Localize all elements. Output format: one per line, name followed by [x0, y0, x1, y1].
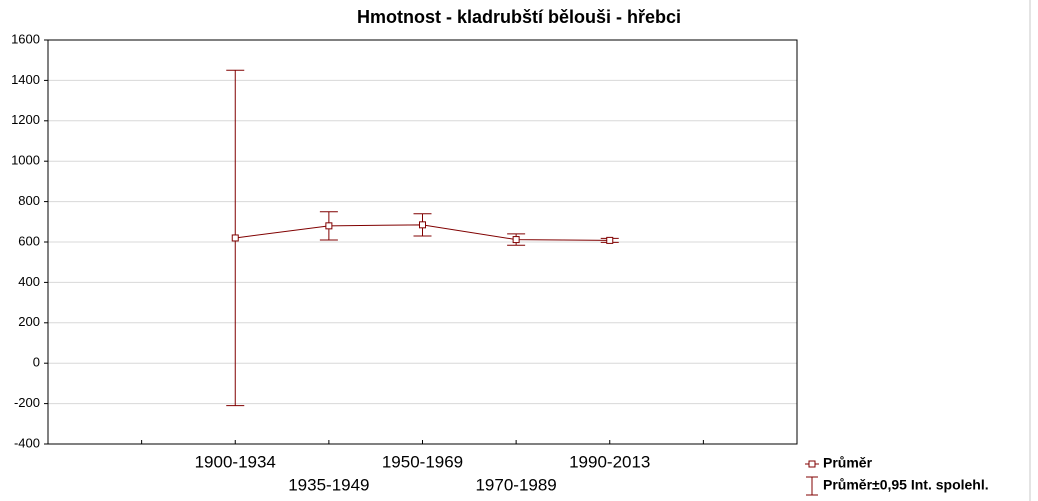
x-tick-label: 1935-1949	[288, 475, 369, 494]
y-tick-label: 1000	[11, 153, 40, 168]
point	[512, 236, 520, 244]
y-tick-label: 1400	[11, 72, 40, 87]
legend-marker	[808, 460, 816, 468]
point	[231, 234, 239, 242]
y-tick-label: 400	[18, 274, 40, 289]
y-tick-label: 1600	[11, 31, 40, 46]
y-tick-label: 1200	[11, 112, 40, 127]
y-tick-label: 200	[18, 314, 40, 329]
x-tick-label: 1900-1934	[195, 452, 276, 471]
legend-label: Průměr	[823, 455, 873, 471]
point	[419, 221, 426, 229]
y-tick-label: 0	[33, 355, 40, 370]
legend-label: Průměr±0,95 Int. spolehl.	[823, 477, 989, 493]
y-tick-label: -400	[14, 435, 40, 450]
chart-title: Hmotnost - kladrubští bělouši - hřebci	[357, 7, 681, 27]
point	[606, 236, 614, 244]
y-tick-label: -200	[14, 395, 40, 410]
x-tick-label: 1990-2013	[569, 452, 650, 471]
y-tick-label: 800	[18, 193, 40, 208]
x-tick-label: 1950-1969	[382, 452, 463, 471]
y-tick-label: 600	[18, 233, 40, 248]
point	[325, 222, 333, 230]
x-tick-label: 1970-1989	[475, 475, 556, 494]
